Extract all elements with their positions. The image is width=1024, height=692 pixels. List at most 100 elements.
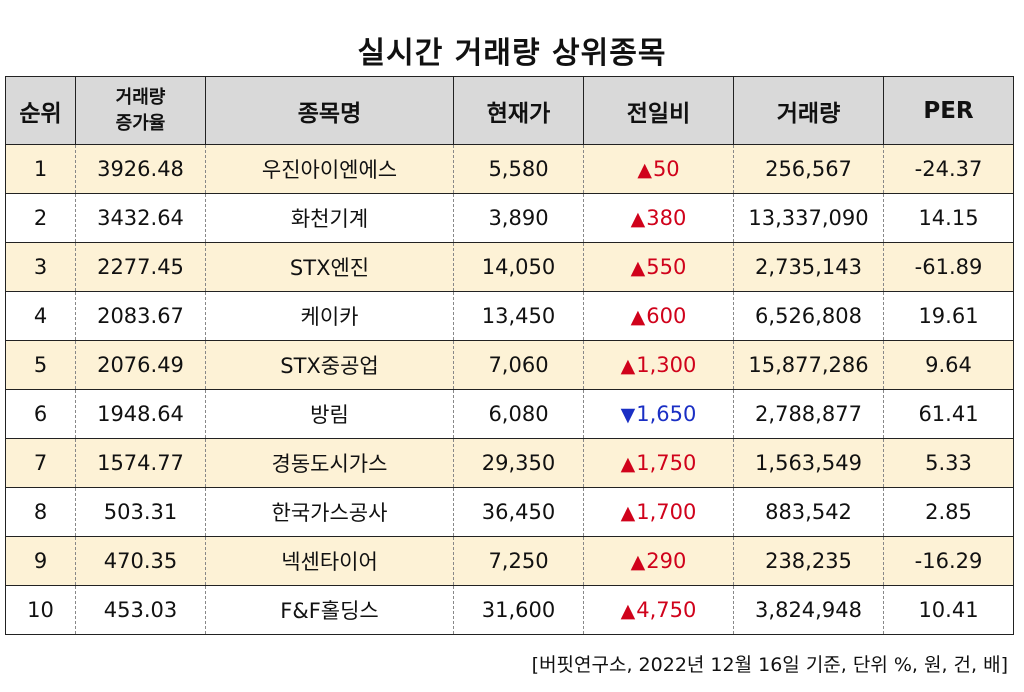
price-cell: 29,350 bbox=[453, 438, 584, 488]
table-row: 9 470.35 넥센타이어 7,250 ▲290 238,235 -16.29 bbox=[5, 536, 1014, 586]
up-triangle-icon: ▲ bbox=[630, 208, 646, 230]
price-cell: 14,050 bbox=[453, 242, 584, 292]
table-row: 5 2076.49 STX중공업 7,060 ▲1,300 15,877,286 9.64 bbox=[5, 340, 1014, 390]
rank-cell: 1 bbox=[5, 144, 76, 194]
change-cell: ▲1,750 bbox=[583, 438, 734, 488]
price-cell: 3,890 bbox=[453, 193, 584, 243]
change-value: 1,700 bbox=[636, 500, 697, 524]
per-cell: 19.61 bbox=[883, 291, 1014, 341]
header-stock-name: 종목명 bbox=[205, 76, 454, 145]
rate-cell: 503.31 bbox=[75, 487, 206, 537]
rate-cell: 470.35 bbox=[75, 536, 206, 586]
change-cell: ▲50 bbox=[583, 144, 734, 194]
header-rate-line1: 거래량 bbox=[115, 86, 166, 108]
up-triangle-icon: ▲ bbox=[620, 355, 636, 377]
rank-cell: 6 bbox=[5, 389, 76, 439]
rate-cell: 2076.49 bbox=[75, 340, 206, 390]
rate-cell: 1574.77 bbox=[75, 438, 206, 488]
stock-name-cell: 케이카 bbox=[205, 291, 454, 341]
stock-name-cell: STX중공업 bbox=[205, 340, 454, 390]
change-cell: ▲1,700 bbox=[583, 487, 734, 537]
table-row: 3 2277.45 STX엔진 14,050 ▲550 2,735,143 -61.89 bbox=[5, 242, 1014, 292]
per-cell: 14.15 bbox=[883, 193, 1014, 243]
volume-cell: 238,235 bbox=[733, 536, 884, 586]
price-cell: 6,080 bbox=[453, 389, 584, 439]
change-value: 1,650 bbox=[636, 402, 697, 426]
price-cell: 7,060 bbox=[453, 340, 584, 390]
down-triangle-icon: ▼ bbox=[620, 404, 636, 426]
rate-cell: 2277.45 bbox=[75, 242, 206, 292]
stock-name-cell: 넥센타이어 bbox=[205, 536, 454, 586]
up-triangle-icon: ▲ bbox=[637, 159, 652, 181]
change-value: 1,300 bbox=[636, 353, 697, 377]
change-value: 4,750 bbox=[636, 598, 697, 622]
rate-cell: 2083.67 bbox=[75, 291, 206, 341]
rank-cell: 5 bbox=[5, 340, 76, 390]
change-value: 290 bbox=[646, 549, 687, 573]
rank-cell: 7 bbox=[5, 438, 76, 488]
rank-cell: 8 bbox=[5, 487, 76, 537]
change-value: 380 bbox=[646, 206, 687, 230]
header-volume-increase-rate: 거래량 증가율 bbox=[75, 76, 206, 145]
up-triangle-icon: ▲ bbox=[620, 502, 636, 524]
volume-cell: 1,563,549 bbox=[733, 438, 884, 488]
up-triangle-icon: ▲ bbox=[630, 257, 646, 279]
price-cell: 7,250 bbox=[453, 536, 584, 586]
change-cell: ▲290 bbox=[583, 536, 734, 586]
header-volume: 거래량 bbox=[733, 76, 884, 145]
per-cell: -16.29 bbox=[883, 536, 1014, 586]
volume-cell: 256,567 bbox=[733, 144, 884, 194]
rank-cell: 3 bbox=[5, 242, 76, 292]
stock-name-cell: 한국가스공사 bbox=[205, 487, 454, 537]
price-cell: 31,600 bbox=[453, 585, 584, 635]
per-cell: 9.64 bbox=[883, 340, 1014, 390]
header-change: 전일비 bbox=[583, 76, 734, 145]
per-cell: 2.85 bbox=[883, 487, 1014, 537]
volume-cell: 883,542 bbox=[733, 487, 884, 537]
table-row: 4 2083.67 케이카 13,450 ▲600 6,526,808 19.61 bbox=[5, 291, 1014, 341]
header-current-price: 현재가 bbox=[453, 76, 584, 145]
per-cell: 61.41 bbox=[883, 389, 1014, 439]
volume-cell: 2,735,143 bbox=[733, 242, 884, 292]
volume-cell: 15,877,286 bbox=[733, 340, 884, 390]
change-cell: ▲4,750 bbox=[583, 585, 734, 635]
stock-name-cell: F&F홀딩스 bbox=[205, 585, 454, 635]
rate-cell: 1948.64 bbox=[75, 389, 206, 439]
volume-cell: 3,824,948 bbox=[733, 585, 884, 635]
change-value: 600 bbox=[646, 304, 687, 328]
up-triangle-icon: ▲ bbox=[630, 551, 646, 573]
volume-cell: 13,337,090 bbox=[733, 193, 884, 243]
rank-cell: 10 bbox=[5, 585, 76, 635]
change-cell: ▲600 bbox=[583, 291, 734, 341]
rate-cell: 3432.64 bbox=[75, 193, 206, 243]
per-cell: -61.89 bbox=[883, 242, 1014, 292]
stock-name-cell: STX엔진 bbox=[205, 242, 454, 292]
change-cell: ▲550 bbox=[583, 242, 734, 292]
volume-cell: 2,788,877 bbox=[733, 389, 884, 439]
table-header-row: 순위 거래량 증가율 종목명 현재가 전일비 거래량 PER bbox=[5, 76, 1014, 145]
price-cell: 5,580 bbox=[453, 144, 584, 194]
change-cell: ▲380 bbox=[583, 193, 734, 243]
rank-cell: 4 bbox=[5, 291, 76, 341]
stock-name-cell: 경동도시가스 bbox=[205, 438, 454, 488]
change-value: 550 bbox=[646, 255, 687, 279]
header-per: PER bbox=[883, 76, 1014, 145]
up-triangle-icon: ▲ bbox=[620, 453, 636, 475]
change-cell: ▲1,300 bbox=[583, 340, 734, 390]
header-rank: 순위 bbox=[5, 76, 76, 145]
stock-name-cell: 화천기계 bbox=[205, 193, 454, 243]
per-cell: 5.33 bbox=[883, 438, 1014, 488]
table-row: 10 453.03 F&F홀딩스 31,600 ▲4,750 3,824,948 10.41 bbox=[5, 585, 1014, 635]
change-cell: ▼1,650 bbox=[583, 389, 734, 439]
page-title: 실시간 거래량 상위종목 bbox=[357, 36, 667, 71]
change-value: 50 bbox=[652, 157, 680, 181]
rank-cell: 9 bbox=[5, 536, 76, 586]
rate-cell: 453.03 bbox=[75, 585, 206, 635]
source-note: [버핏연구소, 2022년 12월 16일 기준, 단위 %, 원, 건, 배] bbox=[531, 654, 1008, 676]
stock-table: 순위 거래량 증가율 종목명 현재가 전일비 거래량 PER 1 3926.48 우… bbox=[5, 76, 1014, 635]
header-rate-line2: 증가율 bbox=[115, 112, 166, 134]
table-row: 1 3926.48 우진아이엔에스 5,580 ▲50 256,567 -24.37 bbox=[5, 144, 1014, 194]
volume-cell: 6,526,808 bbox=[733, 291, 884, 341]
table-row: 6 1948.64 방림 6,080 ▼1,650 2,788,877 61.41 bbox=[5, 389, 1014, 439]
rate-cell: 3926.48 bbox=[75, 144, 206, 194]
